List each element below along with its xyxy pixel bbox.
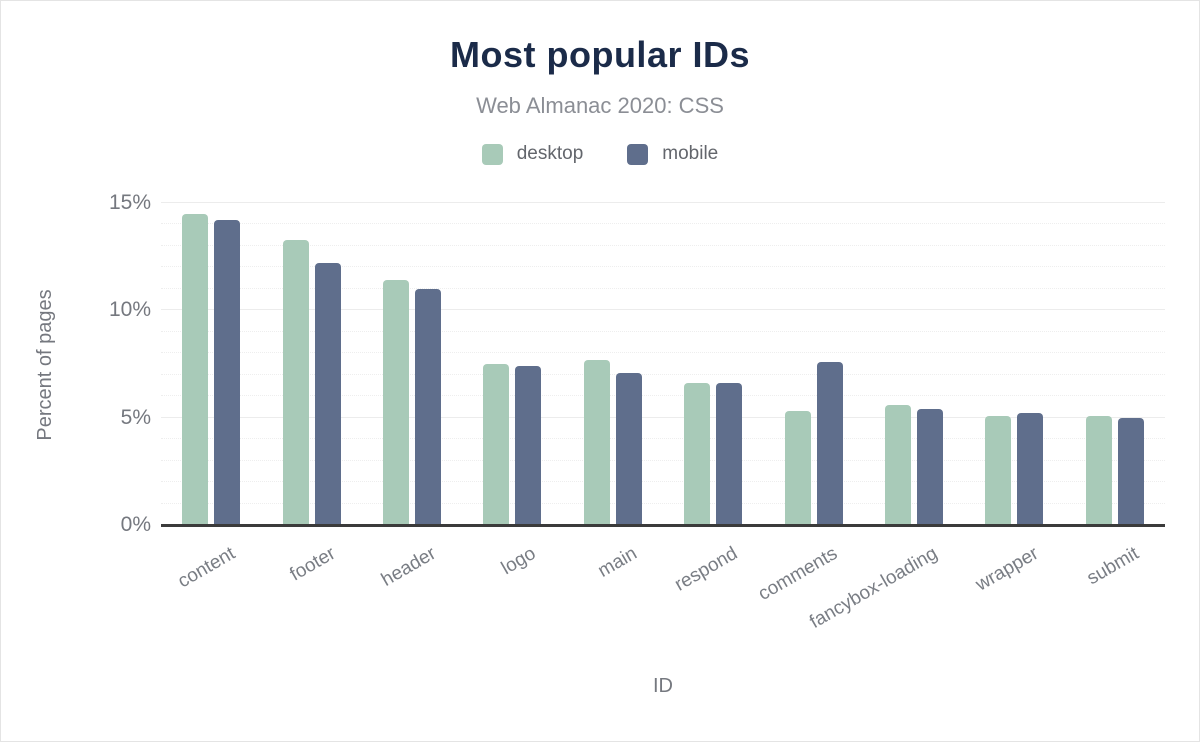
bar-mobile-header[interactable]: [415, 288, 442, 525]
grid-line: [161, 373, 1165, 375]
grid-line: [161, 395, 1165, 397]
x-tick-label-comments: comments: [754, 543, 842, 606]
y-tick-label: 5%: [120, 405, 151, 429]
grid-line: [161, 438, 1165, 440]
x-tick-label-content: content: [174, 543, 239, 593]
grid-line: [161, 266, 1165, 268]
bar-group-respond: [663, 203, 763, 525]
bar-desktop-main[interactable]: [583, 359, 610, 525]
legend-item-desktop[interactable]: desktop: [481, 143, 584, 165]
y-axis-title: Percent of pages: [34, 289, 56, 441]
legend-label-mobile: mobile: [662, 143, 719, 164]
bar-group-main: [563, 203, 663, 525]
plot-area: [161, 202, 1165, 525]
grid-line: [161, 309, 1165, 311]
bar-desktop-logo[interactable]: [483, 364, 510, 525]
bar-desktop-content[interactable]: [182, 213, 209, 525]
bar-mobile-logo[interactable]: [515, 366, 542, 525]
grid-line: [161, 352, 1165, 354]
grid-line: [161, 330, 1165, 332]
x-tick-label-header: header: [377, 543, 440, 591]
y-tick-label: 15%: [108, 191, 151, 214]
x-tick-label-respond: respond: [670, 543, 741, 596]
grid-line: [161, 502, 1165, 504]
y-tick-label: 10%: [108, 298, 151, 322]
bar-group-submit: [1065, 203, 1165, 525]
bar-group-header: [362, 203, 462, 525]
grid-line: [161, 244, 1165, 246]
bar-desktop-submit[interactable]: [1085, 415, 1112, 525]
bar-desktop-footer[interactable]: [282, 239, 309, 525]
grid-line: [161, 481, 1165, 483]
bar-mobile-wrapper[interactable]: [1017, 413, 1044, 525]
x-axis-line: [161, 524, 1165, 527]
bar-mobile-main[interactable]: [615, 372, 642, 525]
bar-group-comments: [763, 203, 863, 525]
grid-line: [161, 223, 1165, 225]
grid-line: [161, 416, 1165, 418]
x-tick-label-logo: logo: [498, 543, 540, 580]
x-tick-label-submit: submit: [1083, 543, 1143, 590]
bar-groups: [161, 203, 1165, 525]
bar-mobile-content[interactable]: [214, 220, 241, 525]
bar-mobile-respond[interactable]: [716, 383, 743, 525]
bar-desktop-wrapper[interactable]: [985, 415, 1012, 525]
chart-title: Most popular IDs: [449, 34, 750, 75]
mobile-swatch-icon: [627, 143, 649, 165]
bar-desktop-header[interactable]: [383, 280, 410, 525]
bar-mobile-fancybox-loading[interactable]: [917, 409, 944, 525]
bar-group-logo: [462, 203, 562, 525]
bar-mobile-comments[interactable]: [816, 361, 843, 525]
legend-item-mobile[interactable]: mobile: [627, 143, 718, 165]
bar-group-content: [161, 203, 261, 525]
bar-mobile-submit[interactable]: [1117, 417, 1144, 525]
bar-desktop-fancybox-loading[interactable]: [885, 404, 912, 525]
x-tick-label-wrapper: wrapper: [971, 543, 1042, 596]
chart-subtitle: Web Almanac 2020: CSS: [476, 93, 724, 118]
x-axis-labels: content footer header logo main respond commen…: [161, 525, 1165, 645]
legend-label-desktop: desktop: [516, 143, 584, 164]
bar-mobile-footer[interactable]: [314, 263, 341, 525]
bar-desktop-comments[interactable]: [784, 411, 811, 525]
x-axis-title: ID: [653, 675, 673, 697]
grid-line: [161, 202, 1165, 203]
bar-group-fancybox-loading: [864, 203, 964, 525]
bar-group-footer: [261, 203, 361, 525]
x-tick-label-main: main: [594, 543, 641, 582]
y-tick-label: 0%: [120, 513, 151, 536]
x-tick-label-footer: footer: [286, 543, 340, 586]
grid-line: [161, 287, 1165, 289]
bar-group-wrapper: [964, 203, 1064, 525]
desktop-swatch-icon: [481, 143, 503, 165]
legend: desktop mobile: [1, 143, 1199, 165]
grid-line: [161, 459, 1165, 461]
bar-desktop-respond[interactable]: [684, 383, 711, 525]
